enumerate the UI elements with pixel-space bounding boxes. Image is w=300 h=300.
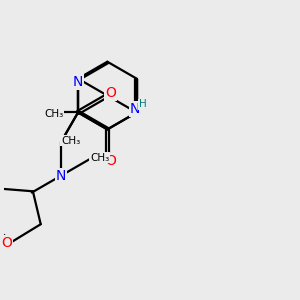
Text: H: H — [139, 99, 146, 109]
Text: CH₃: CH₃ — [44, 109, 63, 119]
Text: CH₃: CH₃ — [61, 136, 80, 146]
Text: O: O — [105, 154, 116, 168]
Text: O: O — [105, 86, 116, 100]
Text: O: O — [1, 236, 12, 250]
Text: N: N — [130, 102, 140, 116]
Text: N: N — [56, 169, 66, 183]
Text: CH₃: CH₃ — [90, 152, 110, 163]
Text: N: N — [73, 75, 83, 89]
